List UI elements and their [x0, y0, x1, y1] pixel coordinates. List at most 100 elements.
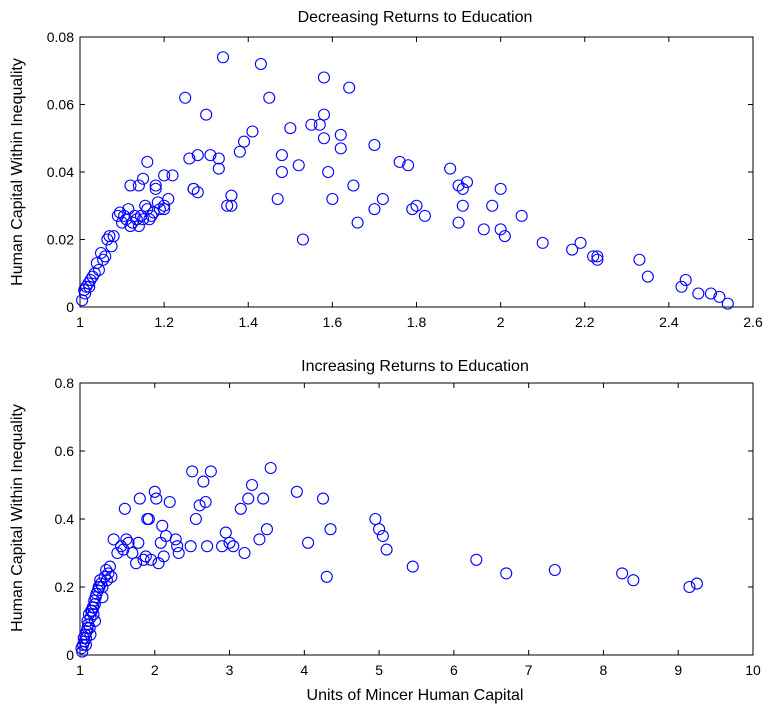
- data-point: [238, 546, 251, 560]
- data-point: [216, 51, 230, 64]
- data-point: [317, 108, 331, 121]
- y-tick-label: 0: [66, 647, 74, 663]
- data-point: [254, 57, 267, 71]
- data-point: [253, 533, 266, 546]
- data-point: [296, 233, 309, 246]
- data-point: [122, 203, 135, 216]
- data-point: [264, 461, 277, 475]
- data-point: [402, 159, 415, 172]
- data-point: [460, 176, 474, 189]
- data-point: [456, 199, 469, 212]
- data-point: [149, 182, 162, 195]
- data-point: [536, 236, 549, 249]
- data-point: [166, 169, 179, 182]
- data-point: [99, 250, 112, 263]
- data-point: [100, 574, 113, 587]
- data-point: [223, 536, 236, 549]
- data-point: [683, 580, 696, 594]
- x-tick-label: 4: [300, 662, 308, 678]
- data-point: [221, 199, 234, 212]
- increasing-returns-panel: Increasing Returns to Education Human Ca…: [9, 358, 761, 704]
- data-point: [137, 172, 150, 185]
- data-point: [498, 230, 511, 243]
- data-point: [200, 108, 213, 121]
- data-point: [452, 216, 465, 229]
- data-point: [393, 155, 406, 168]
- data-point: [317, 132, 331, 145]
- data-point: [153, 203, 166, 216]
- data-point: [633, 253, 646, 266]
- x-tick-label: 1.4: [239, 314, 259, 330]
- data-point: [193, 499, 206, 512]
- data-point: [675, 280, 688, 293]
- data-point: [260, 523, 273, 536]
- data-point: [418, 209, 431, 222]
- data-point: [322, 165, 335, 179]
- data-point: [257, 492, 270, 505]
- data-point: [124, 179, 137, 192]
- data-point: [151, 196, 164, 209]
- data-point: [142, 512, 155, 526]
- data-point: [713, 290, 726, 303]
- data-point: [87, 601, 100, 614]
- data-point: [237, 135, 251, 148]
- data-point: [284, 122, 297, 135]
- data-point: [86, 270, 99, 283]
- x-tick-label: 1.2: [154, 314, 174, 330]
- data-point: [225, 199, 238, 212]
- data-point: [326, 192, 339, 206]
- x-tick-label: 1.8: [407, 314, 427, 330]
- data-point: [369, 512, 382, 526]
- data-point: [368, 203, 381, 216]
- data-point: [324, 523, 337, 536]
- data-point: [184, 540, 197, 553]
- x-tick-label: 2.6: [743, 314, 763, 330]
- data-point: [204, 465, 217, 478]
- data-point: [93, 580, 106, 594]
- data-point: [130, 557, 143, 570]
- data-point: [80, 280, 93, 293]
- x-tick-label: 1: [76, 314, 84, 330]
- data-point: [641, 270, 654, 283]
- data-point: [118, 502, 131, 515]
- data-point: [692, 287, 705, 300]
- data-point: [107, 533, 120, 546]
- y-tick-label: 0.04: [47, 164, 74, 180]
- data-point: [290, 485, 303, 498]
- data-point: [406, 560, 419, 573]
- x-tick-label: 6: [450, 662, 458, 678]
- data-point: [500, 567, 513, 580]
- data-point: [376, 192, 389, 206]
- data-point: [111, 546, 124, 560]
- data-point: [679, 273, 692, 287]
- data-point: [587, 250, 600, 263]
- data-point: [212, 152, 225, 165]
- data-point: [406, 203, 419, 216]
- data-point: [574, 236, 587, 249]
- data-point: [186, 465, 199, 478]
- plot-area: [79, 382, 754, 656]
- plot-area: [79, 36, 754, 308]
- data-point: [149, 179, 162, 192]
- data-point: [690, 577, 703, 590]
- x-tick-label: 2.2: [575, 314, 595, 330]
- y-tick-label: 0.06: [47, 97, 74, 113]
- y-axis-label: Human Capital Within Inequality: [9, 404, 26, 632]
- data-point: [143, 213, 156, 226]
- data-point: [130, 213, 143, 226]
- data-point: [347, 179, 360, 192]
- data-point: [97, 253, 110, 266]
- data-point: [132, 536, 145, 549]
- data-point: [334, 142, 347, 155]
- data-point: [148, 485, 161, 498]
- data-point: [132, 179, 145, 192]
- data-point: [275, 149, 288, 162]
- x-tick-label: 3: [226, 662, 234, 678]
- y-tick-label: 0: [66, 299, 74, 315]
- data-point: [156, 519, 169, 532]
- data-point: [201, 540, 214, 553]
- data-point: [242, 492, 255, 505]
- data-point: [591, 253, 604, 266]
- data-point: [124, 219, 137, 233]
- data-point: [373, 523, 386, 536]
